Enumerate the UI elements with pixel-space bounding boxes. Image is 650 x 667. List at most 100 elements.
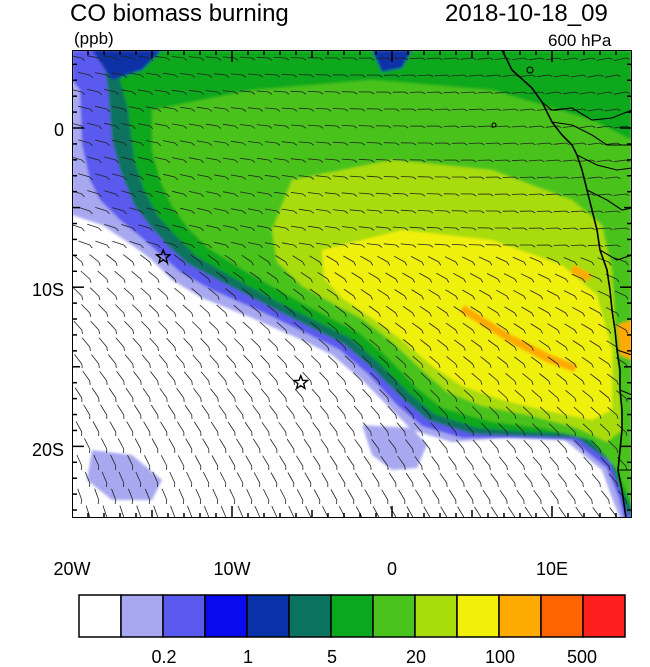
wind-barb	[324, 226, 341, 231]
wind-barb	[230, 107, 247, 112]
wind-barb	[443, 57, 460, 61]
wind-barb	[396, 422, 406, 437]
wind-barb	[104, 224, 119, 232]
wind-barb	[366, 175, 383, 180]
wind-barb	[468, 142, 485, 146]
wind-barb	[392, 91, 409, 95]
wind-barb	[162, 140, 179, 146]
wind-barb	[468, 244, 485, 248]
wind-barb	[259, 321, 271, 334]
wind-barb	[74, 387, 83, 403]
wind-barb	[290, 225, 307, 231]
wind-barb	[386, 372, 398, 385]
wind-barb	[144, 455, 151, 471]
map-datetime: 2018-10-18_09	[445, 0, 608, 27]
wind-barb	[230, 208, 247, 214]
wind-barb	[520, 273, 535, 283]
wind-barb	[419, 305, 432, 317]
wind-barb	[428, 322, 441, 334]
wind-barb	[409, 193, 426, 197]
wind-barb	[211, 455, 219, 471]
wind-barb	[200, 371, 210, 386]
wind-barb	[75, 421, 83, 437]
wind-barb	[174, 287, 186, 300]
wind-barb	[285, 371, 295, 385]
y-tick-label-20S: 20S	[31, 440, 64, 460]
wind-barb	[264, 242, 281, 248]
wind-barb	[495, 256, 510, 266]
wind-barb	[163, 207, 178, 215]
wind-barb	[462, 289, 476, 300]
wind-barb	[404, 405, 414, 419]
wind-barb	[264, 73, 281, 78]
wind-barb	[165, 304, 177, 317]
wind-barb	[140, 287, 152, 300]
wind-barb	[604, 108, 621, 112]
wind-barb	[247, 141, 264, 146]
wind-barb	[159, 388, 168, 403]
wind-barb	[242, 321, 254, 334]
wind-barb	[138, 156, 153, 164]
wind-barb	[107, 320, 117, 334]
wind-barb	[315, 108, 332, 112]
co-patch-south	[87, 425, 427, 500]
co-band-yellow	[322, 230, 612, 420]
wind-barb	[383, 108, 400, 112]
wind-barb	[183, 338, 193, 351]
wind-barb	[163, 241, 178, 249]
wind-barb	[571, 273, 586, 283]
wind-barb	[514, 389, 526, 402]
wind-barb	[536, 210, 553, 214]
wind-barb	[188, 56, 205, 61]
wind-barb	[273, 124, 290, 129]
wind-barb	[182, 271, 194, 283]
wind-barb	[375, 226, 392, 231]
wind-barb	[341, 57, 358, 61]
wind-barb	[604, 74, 621, 78]
wind-barb	[95, 105, 110, 113]
wind-barb	[426, 159, 443, 163]
wind-barb	[151, 438, 159, 454]
wind-barb	[402, 272, 416, 283]
wind-barb	[486, 273, 501, 283]
wind-barb	[175, 321, 186, 334]
wind-barb	[572, 373, 585, 385]
wind-barb	[293, 321, 305, 334]
wind-barb	[324, 192, 341, 197]
wind-barb	[145, 106, 162, 112]
wind-barb	[247, 73, 264, 78]
wind-barb	[455, 406, 466, 419]
wind-barb	[488, 406, 500, 419]
wind-barb	[519, 244, 536, 248]
wind-barb	[276, 321, 288, 334]
wind-barb	[465, 456, 474, 471]
y-tick-label-10S: 10S	[31, 280, 64, 300]
wind-barb	[494, 193, 511, 197]
wind-barb	[426, 125, 443, 129]
wind-barb	[600, 456, 610, 470]
wind-barb	[570, 210, 587, 214]
wind-barb	[112, 207, 127, 215]
wind-barb	[375, 159, 392, 163]
wind-barb	[428, 289, 441, 300]
wind-barb	[267, 338, 279, 351]
wind-barb	[327, 322, 339, 334]
wind-barb	[191, 287, 203, 300]
wind-barb	[410, 256, 425, 266]
wind-barb	[128, 72, 145, 78]
wind-barb	[470, 306, 483, 317]
wind-barb	[309, 288, 322, 300]
wind-barb	[463, 389, 475, 403]
wind-barb	[496, 289, 510, 300]
wind-barb	[172, 224, 187, 232]
wind-barb	[213, 174, 230, 180]
island-outlines	[491, 66, 534, 128]
site-markers	[154, 247, 310, 390]
wind-barb	[547, 356, 560, 368]
wind-barb	[256, 225, 273, 231]
wind-barb	[555, 340, 568, 351]
wind-barb	[216, 304, 228, 317]
wind-barb	[273, 191, 290, 197]
wind-barb	[590, 406, 602, 419]
wind-barb	[264, 141, 281, 146]
